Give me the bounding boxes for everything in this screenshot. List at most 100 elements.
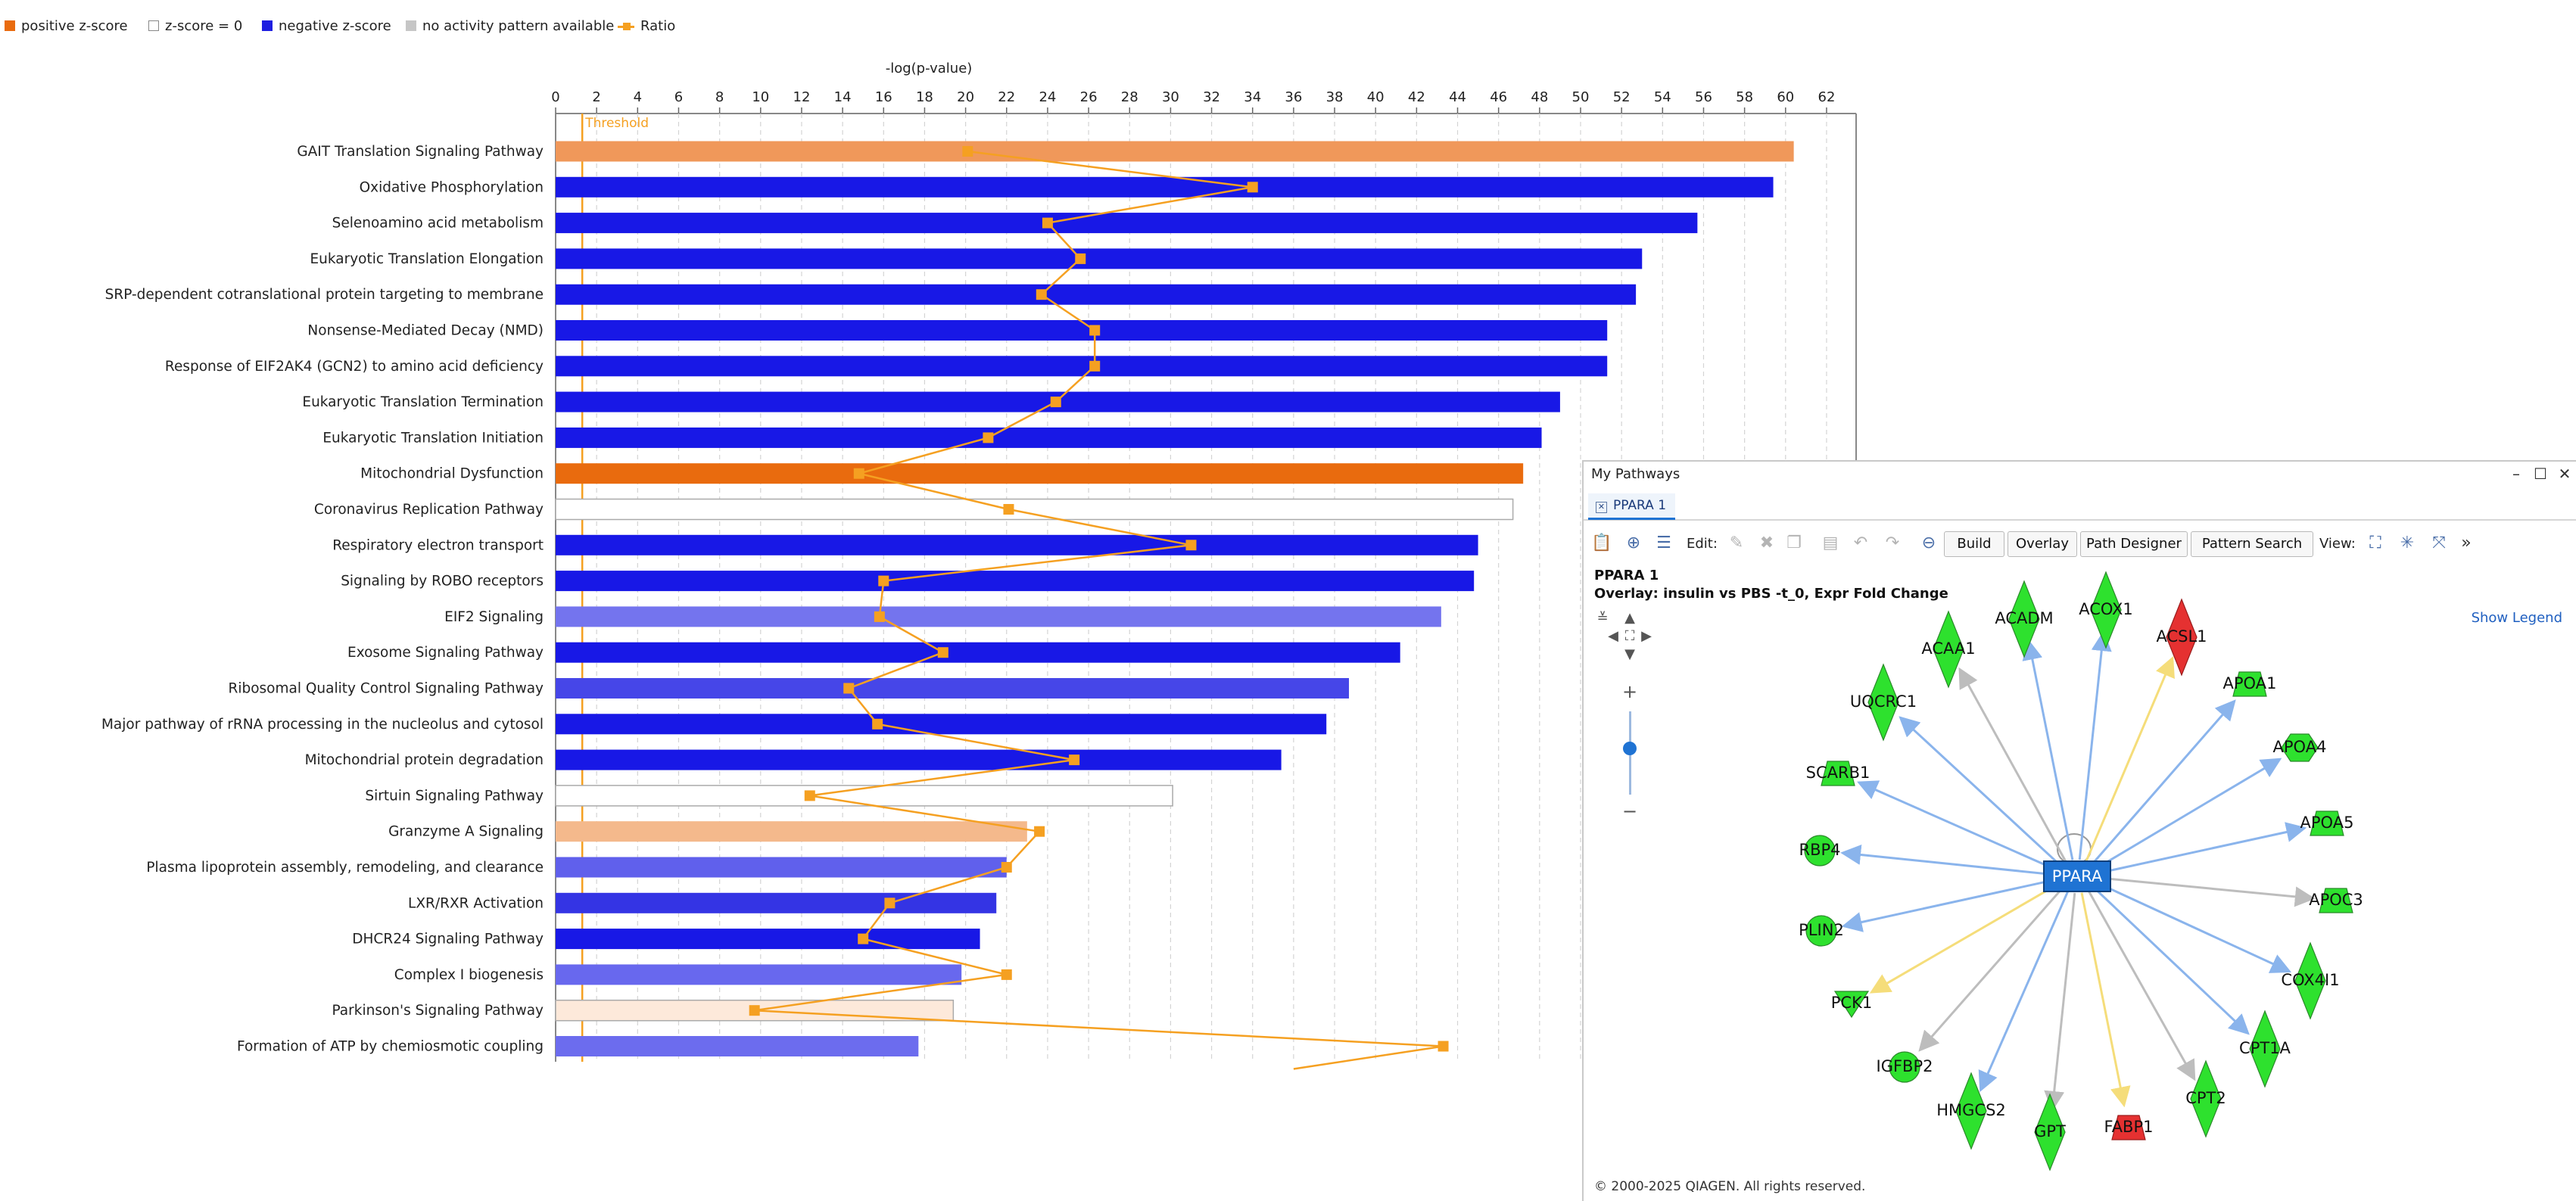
- node-uqcrc1[interactable]: UQCRC1: [1850, 663, 1917, 742]
- node-cpt2[interactable]: CPT2: [2185, 1059, 2226, 1138]
- bar[interactable]: [556, 642, 1400, 663]
- node-hmgcs2[interactable]: HMGCS2: [1936, 1072, 2006, 1150]
- ratio-marker[interactable]: [843, 683, 855, 694]
- node-cox4i1[interactable]: COX4I1: [2281, 941, 2340, 1020]
- ratio-marker[interactable]: [1075, 253, 1086, 264]
- node-acsl1[interactable]: ACSL1: [2156, 598, 2207, 677]
- bar[interactable]: [556, 606, 1441, 627]
- build-button[interactable]: Build: [1944, 531, 2004, 557]
- node-fabp1[interactable]: FABP1: [2104, 1115, 2154, 1140]
- ratio-marker[interactable]: [884, 898, 896, 909]
- ratio-marker[interactable]: [1034, 826, 1045, 837]
- undo-icon[interactable]: ↶: [1853, 534, 1868, 552]
- pan-left-icon[interactable]: ◀: [1608, 628, 1618, 644]
- bar[interactable]: [556, 248, 1643, 269]
- path-designer-button[interactable]: Path Designer: [2080, 531, 2188, 557]
- overlay-button[interactable]: Overlay: [2008, 531, 2077, 557]
- node-plin2[interactable]: PLIN2: [1799, 915, 1844, 947]
- ratio-marker[interactable]: [1185, 540, 1197, 551]
- bar[interactable]: [556, 284, 1637, 305]
- copy-icon[interactable]: ❐: [1786, 534, 1802, 552]
- ratio-marker[interactable]: [749, 1005, 760, 1016]
- edit-icon[interactable]: ✎: [1729, 534, 1744, 552]
- node-scarb1[interactable]: SCARB1: [1806, 761, 1870, 786]
- minimize-button[interactable]: –: [2512, 465, 2520, 483]
- bar[interactable]: [555, 498, 1514, 521]
- tab-close-icon[interactable]: ✕: [1596, 502, 1607, 513]
- bar[interactable]: [556, 678, 1349, 699]
- ratio-marker[interactable]: [853, 468, 864, 479]
- node-ppara[interactable]: PPARA: [2043, 860, 2111, 892]
- paste-icon[interactable]: ▤: [1822, 534, 1839, 552]
- node-apoc3[interactable]: APOC3: [2309, 888, 2363, 913]
- bar[interactable]: [556, 964, 962, 985]
- bar[interactable]: [556, 463, 1524, 484]
- show-legend-link[interactable]: Show Legend: [2471, 610, 2562, 626]
- connect-icon[interactable]: ⤧: [2432, 534, 2446, 552]
- bar[interactable]: [556, 141, 1794, 162]
- node-rbp4[interactable]: RBP4: [1799, 835, 1841, 867]
- ratio-marker[interactable]: [962, 146, 973, 157]
- maximize-button[interactable]: ☐: [2534, 465, 2547, 483]
- ratio-marker[interactable]: [878, 575, 889, 586]
- ratio-marker[interactable]: [983, 432, 994, 443]
- close-button[interactable]: ✕: [2558, 465, 2571, 483]
- delete-icon[interactable]: ✖: [1759, 534, 1774, 552]
- node-pck1[interactable]: PCK1: [1831, 991, 1872, 1019]
- zoom-in-icon[interactable]: +: [1621, 681, 1638, 702]
- bar[interactable]: [556, 571, 1475, 592]
- bar[interactable]: [556, 427, 1542, 448]
- pattern-search-button[interactable]: Pattern Search: [2191, 531, 2313, 557]
- bar[interactable]: [556, 356, 1608, 377]
- ratio-marker[interactable]: [874, 611, 885, 622]
- bar[interactable]: [556, 213, 1698, 234]
- fit-view-icon[interactable]: ⛶: [2369, 534, 2381, 552]
- add-molecules-icon[interactable]: ⊕: [1626, 534, 1641, 552]
- bar[interactable]: [556, 534, 1478, 555]
- ratio-marker[interactable]: [1001, 969, 1012, 980]
- node-acaa1[interactable]: ACAA1: [1921, 610, 1976, 689]
- ratio-marker[interactable]: [872, 718, 883, 730]
- ratio-marker[interactable]: [1003, 504, 1014, 515]
- node-acadm[interactable]: ACADM: [1995, 580, 2054, 658]
- bar[interactable]: [556, 176, 1774, 198]
- zoom-out-control-icon[interactable]: −: [1621, 801, 1638, 822]
- node-cpt1a[interactable]: CPT1A: [2239, 1010, 2291, 1088]
- ratio-marker[interactable]: [1069, 755, 1080, 766]
- redo-icon[interactable]: ↷: [1885, 534, 1900, 552]
- node-apoa1[interactable]: APOA1: [2223, 671, 2277, 697]
- bar[interactable]: [556, 857, 1007, 878]
- ratio-marker[interactable]: [858, 933, 869, 944]
- layout-icon[interactable]: ☰: [1656, 534, 1671, 552]
- node-apoa4[interactable]: APOA4: [2273, 733, 2327, 762]
- zoom-out-icon[interactable]: ⊖: [1921, 534, 1936, 552]
- clipboard-icon[interactable]: 📋: [1591, 534, 1612, 552]
- network-layout-icon[interactable]: ✳: [2400, 534, 2415, 552]
- zoom-slider-thumb[interactable]: [1623, 742, 1637, 755]
- ratio-marker[interactable]: [1089, 360, 1101, 372]
- collapse-icon[interactable]: ≚: [1596, 610, 1609, 626]
- bar[interactable]: [556, 749, 1282, 770]
- pan-right-icon[interactable]: ▶: [1641, 628, 1652, 644]
- bar[interactable]: [556, 892, 997, 913]
- node-acox1[interactable]: ACOX1: [2079, 571, 2133, 649]
- bar[interactable]: [556, 1036, 919, 1056]
- ratio-marker[interactable]: [1001, 862, 1012, 873]
- more-tools-icon[interactable]: »: [2461, 534, 2472, 552]
- ratio-marker[interactable]: [1042, 217, 1053, 229]
- ratio-marker[interactable]: [1036, 289, 1047, 300]
- node-apoa5[interactable]: APOA5: [2300, 811, 2354, 836]
- ratio-marker[interactable]: [1050, 397, 1061, 408]
- bar[interactable]: [556, 929, 980, 950]
- ratio-marker[interactable]: [1438, 1041, 1449, 1052]
- bar[interactable]: [556, 821, 1027, 842]
- node-gpt[interactable]: GPT: [2034, 1093, 2066, 1171]
- fit-center-icon[interactable]: ⛶: [1624, 628, 1635, 644]
- bar[interactable]: [556, 320, 1608, 341]
- tab-ppara-1[interactable]: ✕ PPARA 1: [1588, 493, 1676, 520]
- pan-up-icon[interactable]: ▲: [1624, 610, 1635, 626]
- ratio-marker[interactable]: [1089, 325, 1101, 336]
- ratio-marker[interactable]: [937, 647, 948, 658]
- pan-down-icon[interactable]: ▼: [1624, 646, 1635, 662]
- ratio-marker[interactable]: [804, 790, 815, 801]
